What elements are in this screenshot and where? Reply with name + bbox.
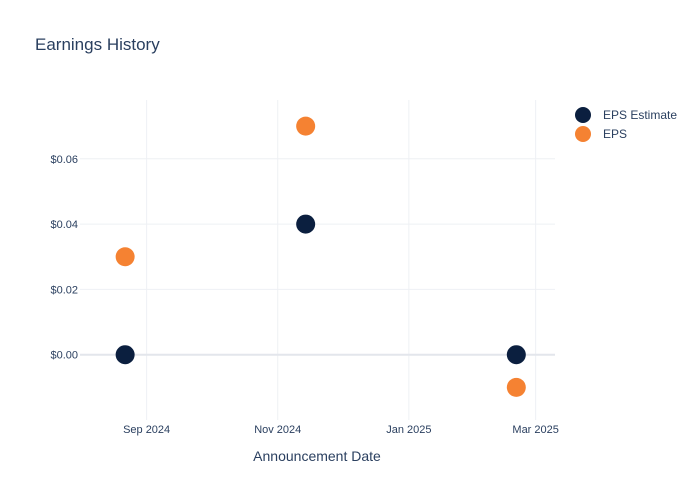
x-tick-label: Nov 2024	[254, 424, 301, 436]
data-point[interactable]	[115, 247, 135, 267]
data-point[interactable]	[296, 214, 316, 234]
data-point[interactable]	[296, 116, 316, 136]
point-layer	[115, 116, 526, 397]
legend-marker	[575, 126, 591, 142]
x-tick-label: Sep 2024	[123, 424, 170, 436]
chart-title: Earnings History	[35, 35, 160, 54]
tick-layer: Sep 2024 Nov 2024 Jan 2025 Mar 2025 $0.00 $0.…	[50, 154, 558, 436]
legend-label: EPS Estimate	[603, 108, 677, 122]
legend: EPS Estimate EPS	[575, 107, 677, 142]
x-axis-title: Announcement Date	[253, 448, 381, 464]
data-point[interactable]	[506, 377, 526, 397]
data-point[interactable]	[506, 345, 526, 365]
y-tick-label: $0.06	[50, 154, 78, 166]
x-tick-label: Jan 2025	[386, 424, 431, 436]
y-tick-label: $0.00	[50, 350, 78, 362]
legend-marker	[575, 107, 591, 123]
y-tick-label: $0.04	[50, 219, 78, 231]
legend-label: EPS	[603, 127, 627, 141]
x-tick-label: Mar 2025	[512, 424, 558, 436]
data-point[interactable]	[115, 345, 135, 365]
y-tick-label: $0.02	[50, 284, 78, 296]
grid-layer	[80, 100, 555, 420]
